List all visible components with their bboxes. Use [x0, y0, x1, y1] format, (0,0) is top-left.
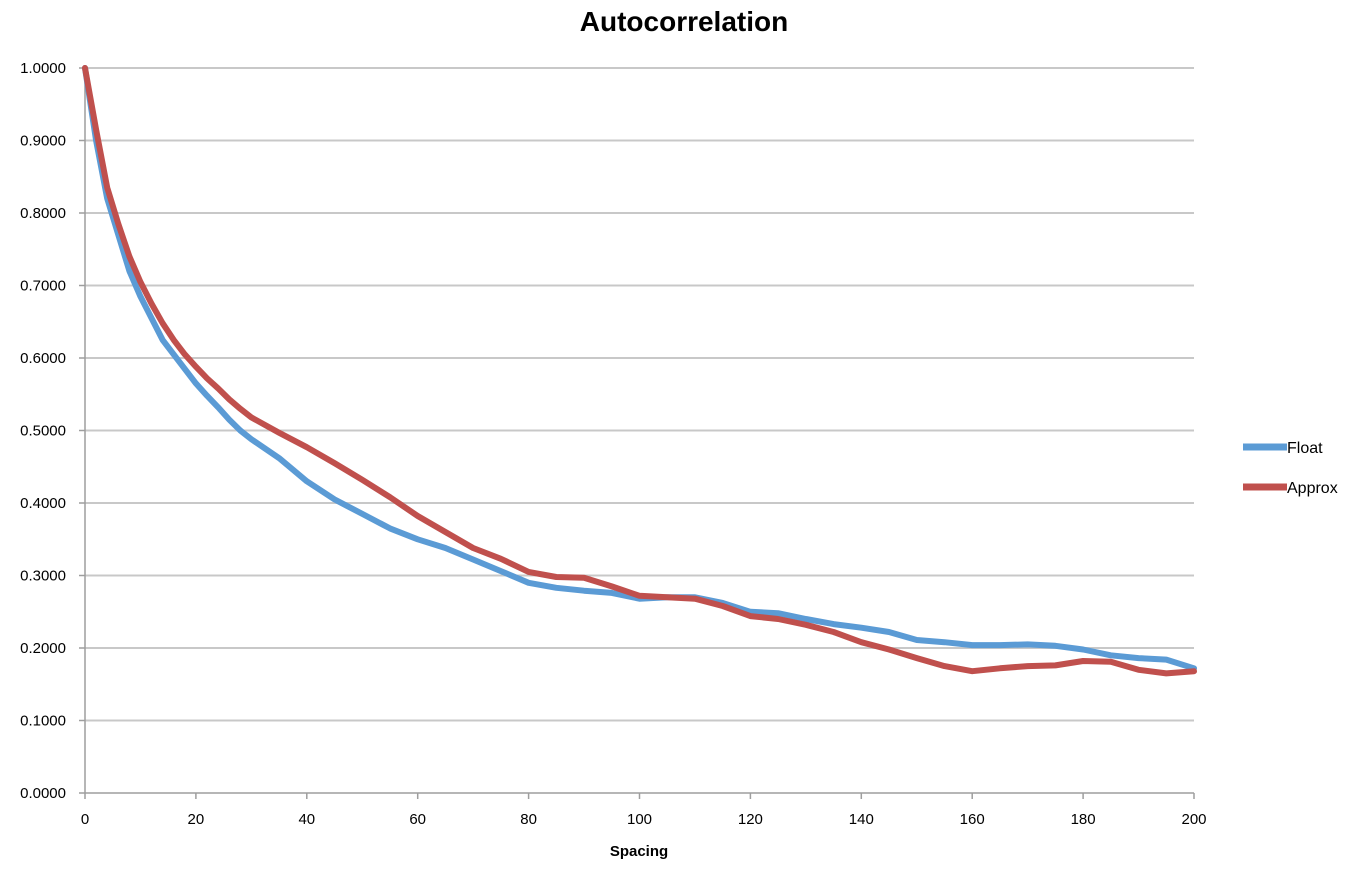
x-axis-title: Spacing	[610, 843, 668, 860]
y-axis-tick-labels: 0.0000 0.1000 0.2000 0.3000 0.4000 0.5000 0.60…	[20, 60, 66, 802]
x-tick-label: 140	[849, 811, 874, 828]
y-tick-label: 0.2000	[20, 640, 66, 657]
y-tick-label: 0.4000	[20, 495, 66, 512]
x-tick-label: 200	[1181, 811, 1206, 828]
legend[interactable]: Float Approx	[1243, 440, 1338, 497]
y-tick-label: 0.1000	[20, 713, 66, 730]
x-tick-label: 20	[188, 811, 205, 828]
legend-label: Approx	[1287, 480, 1338, 497]
x-tick-label: 180	[1071, 811, 1096, 828]
legend-label: Float	[1287, 440, 1323, 457]
y-tick-label: 0.5000	[20, 423, 66, 440]
legend-item-float[interactable]: Float	[1243, 440, 1323, 457]
x-tick-label: 120	[738, 811, 763, 828]
x-tick-label: 160	[960, 811, 985, 828]
legend-item-approx[interactable]: Approx	[1243, 480, 1338, 497]
chart-title: Autocorrelation	[580, 6, 788, 37]
y-tick-label: 0.9000	[20, 133, 66, 150]
gridlines	[85, 67, 1194, 722]
x-tick-label: 40	[298, 811, 315, 828]
x-tick-label: 60	[409, 811, 426, 828]
y-tick-label: 0.0000	[20, 785, 66, 802]
x-tick-label: 80	[520, 811, 537, 828]
y-tick-label: 0.8000	[20, 205, 66, 222]
y-tick-label: 0.7000	[20, 278, 66, 295]
x-tick-label: 0	[81, 811, 89, 828]
axes	[79, 67, 1195, 799]
y-tick-label: 0.3000	[20, 568, 66, 585]
data-series	[82, 65, 1197, 677]
x-axis-tick-labels: 0 20 40 60 80 100 120 140 160 180 200	[81, 811, 1207, 828]
series-line-approx	[82, 65, 1197, 677]
y-tick-label: 0.6000	[20, 350, 66, 367]
series-line-float	[82, 65, 1197, 672]
y-tick-label: 1.0000	[20, 60, 66, 77]
x-tick-label: 100	[627, 811, 652, 828]
